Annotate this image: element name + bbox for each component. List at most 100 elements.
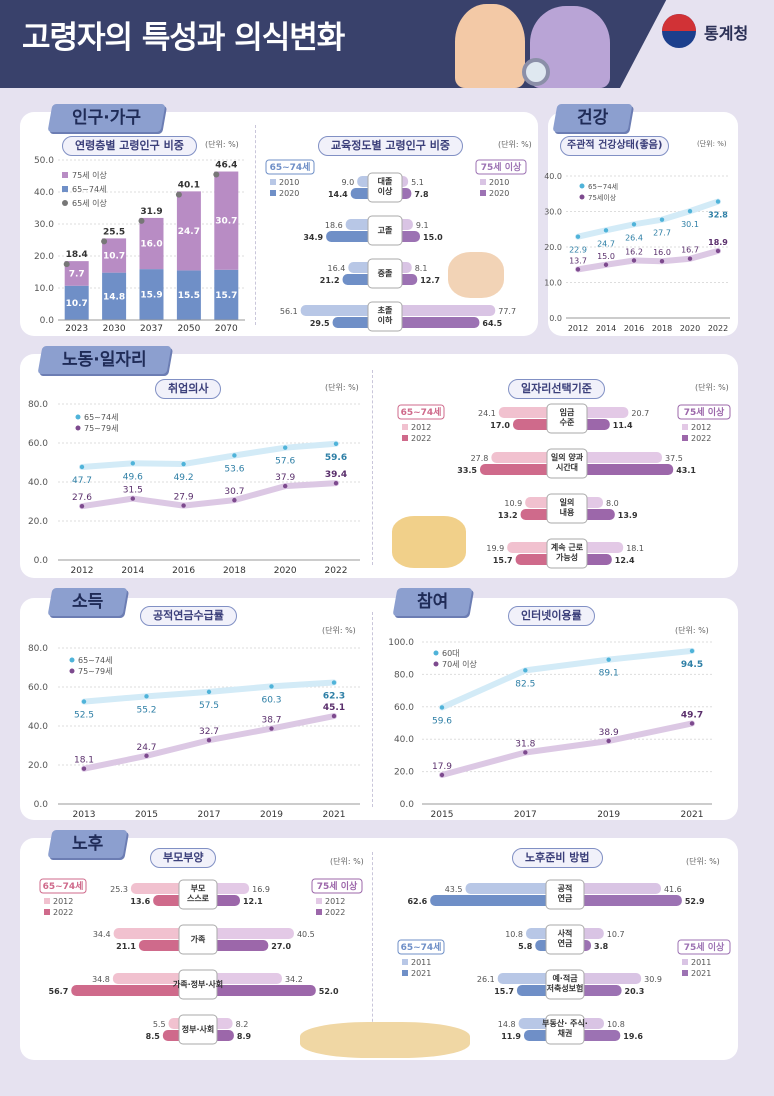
bar-left-2022 <box>480 464 553 475</box>
category-box <box>545 1014 585 1045</box>
group-box-right <box>677 404 731 420</box>
total-label: 25.5 <box>103 227 125 237</box>
magnifier-illustration <box>522 58 550 86</box>
category-label: 이상 <box>378 186 393 196</box>
data-label: 31.5 <box>123 486 143 496</box>
value-label: 10.7 <box>607 930 625 939</box>
category-label: 계속 근로 <box>551 542 584 552</box>
legend-marker <box>69 657 75 663</box>
bar-right-2022 <box>211 985 316 996</box>
value-label: 29.5 <box>310 319 330 328</box>
category-box <box>546 493 588 524</box>
data-label: 27.7 <box>653 229 671 238</box>
statistics-korea-logo-icon <box>662 14 696 48</box>
legend-swatch <box>402 970 408 976</box>
data-label: 7.7 <box>69 269 85 279</box>
bar-left-2022 <box>138 940 185 951</box>
value-label: 34.2 <box>285 975 303 984</box>
group-box-right <box>311 878 363 894</box>
value-label: 8.2 <box>236 1020 249 1029</box>
data-label: 55.2 <box>136 705 156 715</box>
x-tick-label: 2016 <box>624 324 644 333</box>
series-line-1 <box>439 720 695 779</box>
unit-health: (단위: %) <box>697 140 727 148</box>
data-point <box>689 721 695 726</box>
data-label: 15.0 <box>597 252 615 261</box>
group-label-right: 75세 이상 <box>684 406 725 418</box>
bar-left-2011 <box>497 973 552 984</box>
data-point <box>333 441 339 446</box>
legend-label: 2021 <box>691 969 711 978</box>
legend-label: 2022 <box>411 434 431 443</box>
category-label: 대졸 <box>378 176 393 186</box>
y-tick-label: 30.0 <box>544 208 562 217</box>
data-point <box>687 256 693 261</box>
bar-segment-75plus <box>176 191 201 271</box>
value-label: 16.4 <box>328 264 346 273</box>
total-marker <box>63 261 70 268</box>
data-label: 30.7 <box>215 217 237 227</box>
y-tick-label: 80.0 <box>28 644 48 654</box>
category-box <box>546 403 588 434</box>
total-marker <box>138 217 145 224</box>
x-tick-label: 2019 <box>260 810 283 820</box>
value-label: 26.1 <box>477 975 495 984</box>
y-tick-label: 20.0 <box>28 761 48 771</box>
legend-swatch <box>270 190 276 196</box>
total-marker <box>101 238 108 245</box>
y-tick-label: 60.0 <box>394 703 414 713</box>
total-marker <box>213 171 220 178</box>
x-tick-label: 2014 <box>121 566 144 576</box>
bar-right-2012 <box>211 973 282 984</box>
group-label-right: 75세 이상 <box>317 880 358 892</box>
value-label: 15.7 <box>493 556 513 565</box>
value-label: 15.7 <box>494 987 514 996</box>
bar-left-2012 <box>113 928 185 939</box>
category-label: 수준 <box>560 418 575 427</box>
legend-swatch <box>682 959 688 965</box>
category-label: 가족 <box>191 934 206 944</box>
bar-left-2010 <box>300 305 374 316</box>
data-point <box>715 199 721 204</box>
data-label: 47.7 <box>72 476 92 486</box>
data-point <box>659 217 665 222</box>
chart-title-retire-prep: 노후준비 방법 <box>512 848 603 868</box>
data-label: 32.7 <box>199 727 219 737</box>
legend-swatch <box>270 179 276 185</box>
legend-label: 65~74세 <box>84 413 118 422</box>
data-label: 32.8 <box>708 211 728 220</box>
bar-right-2012 <box>211 928 294 939</box>
data-point <box>79 464 85 470</box>
legend-label: 2010 <box>279 178 299 187</box>
data-point <box>331 680 337 685</box>
data-point <box>81 699 87 704</box>
data-point <box>269 684 274 689</box>
legend-label: 65~74세 <box>72 185 106 194</box>
data-label: 52.5 <box>74 711 94 721</box>
data-label: 30.7 <box>224 487 244 497</box>
category-box <box>546 448 588 479</box>
group-label-left: 65~74세 <box>401 941 442 953</box>
y-tick-label: 40.0 <box>34 188 54 198</box>
x-tick-label: 2013 <box>73 810 96 820</box>
bar-left-2022 <box>520 509 553 520</box>
legend-label: 2012 <box>411 423 431 432</box>
category-box <box>545 969 585 1000</box>
data-point <box>603 228 609 233</box>
value-label: 34.9 <box>303 233 323 242</box>
value-label: 5.1 <box>411 178 424 187</box>
data-point <box>606 738 611 744</box>
data-point <box>283 483 288 489</box>
y-tick-label: 40.0 <box>394 735 414 745</box>
value-label: 24.1 <box>478 409 496 418</box>
data-point <box>523 750 528 755</box>
bar-left-2020 <box>342 274 374 285</box>
bar-right-2020 <box>396 317 480 328</box>
data-point <box>689 648 695 654</box>
y-tick-label: 80.0 <box>394 670 414 680</box>
data-label: 57.6 <box>275 457 295 467</box>
data-label: 45.1 <box>323 703 345 713</box>
x-tick-label: 2015 <box>135 810 158 820</box>
data-point <box>206 689 212 695</box>
divider-pop <box>255 125 256 325</box>
